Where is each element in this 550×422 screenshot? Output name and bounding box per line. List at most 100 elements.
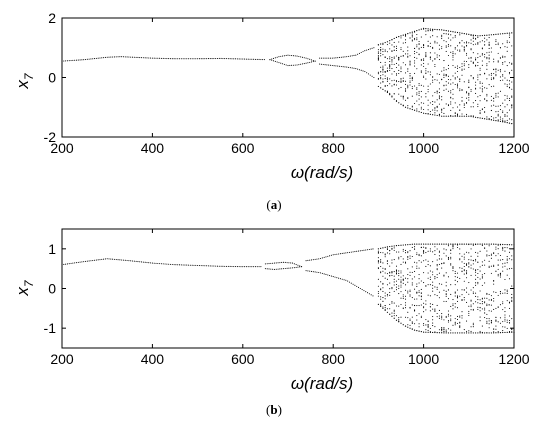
data-point <box>511 331 513 333</box>
data-point <box>215 57 217 60</box>
data-point <box>349 55 351 57</box>
data-point <box>272 262 274 264</box>
y-tick-label: -2 <box>44 129 57 145</box>
data-point <box>407 56 409 58</box>
data-point <box>384 254 386 256</box>
data-point <box>146 57 148 59</box>
data-point <box>436 90 438 92</box>
data-point <box>423 322 425 325</box>
data-point <box>479 73 481 75</box>
data-point <box>427 28 429 30</box>
data-point <box>427 99 429 101</box>
data-point <box>414 102 416 105</box>
data-point <box>436 79 438 81</box>
data-point <box>128 56 130 58</box>
data-point <box>418 267 420 269</box>
data-point <box>465 42 468 44</box>
data-point <box>452 107 454 109</box>
data-point <box>338 65 341 67</box>
data-point <box>456 289 459 291</box>
data-point <box>493 58 495 60</box>
data-point <box>432 303 434 306</box>
data-point <box>461 267 463 269</box>
data-point <box>386 67 388 69</box>
data-point <box>319 272 322 274</box>
data-point <box>463 50 465 52</box>
data-point <box>450 90 452 92</box>
data-point <box>409 250 411 252</box>
data-point <box>456 322 459 324</box>
data-point <box>366 72 368 74</box>
data-point <box>499 118 501 120</box>
data-point <box>486 34 488 36</box>
data-point <box>486 332 488 334</box>
data-point <box>465 97 468 99</box>
data-point <box>508 118 511 120</box>
data-point <box>488 243 490 245</box>
y-tick-label: 2 <box>48 10 56 26</box>
data-point <box>382 300 384 302</box>
data-point <box>384 61 386 63</box>
data-point <box>484 87 486 89</box>
data-point <box>380 247 382 249</box>
data-point <box>497 69 499 71</box>
data-point <box>377 85 379 88</box>
data-point <box>506 65 508 67</box>
data-point <box>468 259 470 261</box>
data-point <box>247 266 249 268</box>
data-point <box>418 29 420 31</box>
data-point <box>380 288 382 290</box>
data-point <box>227 265 229 267</box>
data-point <box>402 282 404 284</box>
data-point <box>427 284 429 286</box>
data-point <box>436 286 438 288</box>
data-point <box>380 52 382 54</box>
data-point <box>454 279 456 281</box>
data-point <box>432 76 434 78</box>
data-point <box>504 307 506 309</box>
data-point <box>411 243 413 245</box>
data-point <box>441 108 443 110</box>
data-point <box>382 42 384 44</box>
data-point <box>484 332 486 334</box>
data-point <box>303 63 305 65</box>
y-tick-label: 0 <box>48 281 56 297</box>
data-point <box>404 262 407 264</box>
data-point <box>465 272 468 274</box>
data-point <box>454 276 456 278</box>
data-point <box>418 290 420 292</box>
data-point <box>309 58 311 60</box>
data-point <box>504 262 506 264</box>
data-point <box>452 243 454 245</box>
data-point <box>475 271 477 273</box>
data-point <box>386 44 388 46</box>
data-point <box>461 63 463 65</box>
data-point <box>477 76 479 78</box>
data-point <box>472 268 474 270</box>
data-point <box>171 58 173 60</box>
data-point <box>423 272 425 274</box>
data-point <box>506 321 508 323</box>
data-point <box>420 304 422 306</box>
data-point <box>395 265 398 267</box>
data-point <box>400 276 402 278</box>
data-point <box>384 41 386 44</box>
data-point <box>414 270 416 273</box>
data-point <box>445 81 447 83</box>
data-point <box>113 56 115 58</box>
data-point <box>68 60 70 62</box>
data-point <box>499 57 501 59</box>
data-point <box>443 330 445 332</box>
data-point <box>350 251 352 253</box>
data-point <box>456 318 459 321</box>
data-point <box>452 98 454 100</box>
data-point <box>77 261 79 263</box>
data-point <box>495 248 497 250</box>
data-point <box>427 331 429 333</box>
data-point <box>380 87 382 89</box>
data-point <box>504 32 506 35</box>
data-point <box>178 264 181 266</box>
data-point <box>484 243 486 245</box>
data-point <box>511 119 513 121</box>
data-point <box>389 40 391 42</box>
